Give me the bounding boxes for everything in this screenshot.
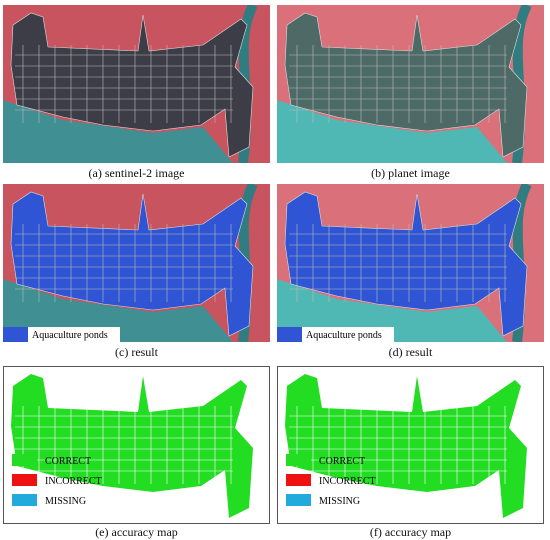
water <box>3 100 233 163</box>
legend-box <box>28 327 120 342</box>
caption: (f) accuracy map <box>369 525 452 539</box>
ponds-detected <box>284 191 528 337</box>
legend-label: Aquaculture ponds <box>306 330 382 341</box>
panel-result: Aquaculture ponds <box>3 184 270 342</box>
legend-box <box>302 327 394 342</box>
legend-swatch <box>277 327 302 342</box>
water <box>277 279 507 342</box>
caption: (d) result <box>388 345 433 359</box>
panel-accuracy: CORRECT INCORRECT MISSING <box>277 366 544 524</box>
legend-label: MISSING <box>319 496 360 507</box>
ponds <box>284 12 528 158</box>
panel-result: Aquaculture ponds <box>277 184 544 342</box>
caption: (e) accuracy map <box>95 525 178 539</box>
correct-area <box>285 374 527 518</box>
caption: (b) planet image <box>371 166 450 180</box>
legend-label: INCORRECT <box>45 476 102 487</box>
panel-accuracy: CORRECT INCORRECT MISSING <box>3 366 270 524</box>
panel-image <box>277 5 544 163</box>
legend-swatch <box>3 327 28 342</box>
legend-swatch <box>286 474 311 486</box>
legend-label: INCORRECT <box>319 476 376 487</box>
legend-swatch <box>286 494 311 506</box>
legend-label: CORRECT <box>319 456 365 467</box>
legend-label: MISSING <box>45 496 86 507</box>
legend-swatch <box>12 494 37 506</box>
caption: (c) result <box>115 345 158 359</box>
caption: (a) sentinel-2 image <box>88 166 185 180</box>
correct-area <box>11 374 253 518</box>
water <box>277 100 507 163</box>
legend-swatch <box>12 474 37 486</box>
ponds-detected <box>10 191 254 337</box>
water <box>3 279 233 342</box>
legend-label: CORRECT <box>45 456 91 467</box>
ponds <box>10 12 254 158</box>
legend-swatch <box>286 454 311 466</box>
panel-image <box>3 5 270 163</box>
legend-swatch <box>12 454 37 466</box>
legend-label: Aquaculture ponds <box>32 330 108 341</box>
